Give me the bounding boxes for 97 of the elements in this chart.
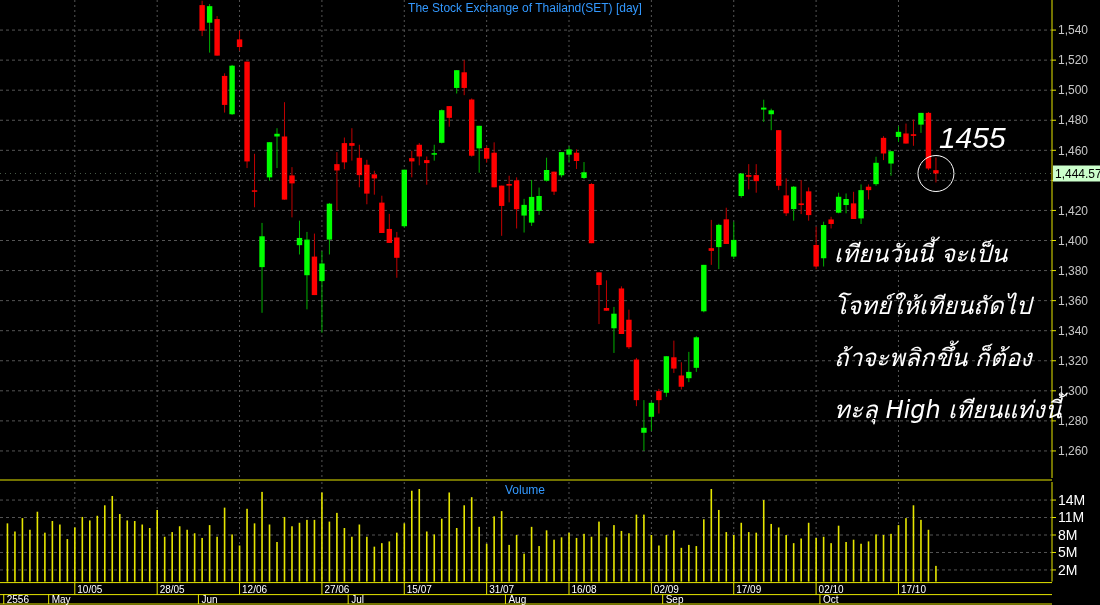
y-tick-label: 1,520: [1058, 53, 1089, 68]
x-tick-label: 17/09: [736, 583, 762, 595]
x-tick-label: 31/07: [489, 583, 515, 595]
x-tick-label: 16/08: [571, 583, 597, 595]
text: Jul: [351, 594, 364, 605]
candlestick: [903, 123, 909, 145]
candlestick: [813, 226, 819, 270]
candlestick: [454, 69, 460, 94]
chart-title: Volume: [504, 483, 546, 497]
y-tick-label: 1,480: [1058, 113, 1089, 128]
candlestick: [289, 166, 295, 218]
candlestick: [356, 144, 363, 188]
candlestick: [850, 191, 857, 220]
text: Oct: [822, 594, 839, 605]
candlestick: [790, 185, 797, 222]
candlestick: [738, 172, 744, 199]
candlestick: [933, 157, 939, 183]
y-tick-label: 1,260: [1058, 444, 1089, 459]
y-tick-label: 8M: [1058, 526, 1078, 543]
candlestick: [641, 399, 647, 452]
y-tick-label: 1,460: [1058, 143, 1089, 158]
candlestick: [206, 3, 213, 54]
candlestick: [498, 185, 505, 237]
candlestick: [596, 271, 602, 325]
candlestick: [461, 59, 467, 96]
candlestick: [349, 127, 355, 162]
candlestick: [394, 231, 400, 279]
candlestick: [476, 125, 482, 174]
candlestick: [761, 99, 767, 123]
y-tick-label: 11M: [1058, 509, 1085, 526]
candlestick: [543, 157, 550, 183]
annotation: โจทย์ให้เทียนถัดไป: [834, 292, 1035, 320]
candlestick: [371, 170, 378, 196]
y-tick-label: 1,360: [1058, 293, 1089, 308]
candlestick: [686, 351, 692, 383]
candlestick: [873, 156, 879, 187]
candlestick: [521, 198, 527, 234]
candlestick: [506, 175, 512, 203]
candlestick: [753, 163, 759, 194]
y-tick-label: 1,400: [1058, 233, 1089, 248]
annotation: ถ้าจะพลิกขึ้น ก็ต้อง: [834, 340, 1034, 372]
x-tick-label: 10/05: [77, 583, 103, 595]
y-tick-label: 14M: [1058, 491, 1086, 508]
candlestick: [558, 151, 565, 178]
annotation: เทียนวันนี้ จะเป็น: [834, 236, 1008, 268]
y-tick-label: 1,320: [1058, 353, 1089, 368]
candlestick: [334, 151, 340, 212]
candlestick: [581, 161, 587, 180]
candlestick: [251, 153, 258, 208]
x-tick-label: 02/09: [653, 583, 680, 595]
candlestick: [843, 192, 849, 214]
x-tick-label: 27/06: [324, 583, 350, 595]
candlestick: [783, 177, 789, 217]
x-tick-label: 28/05: [159, 583, 186, 595]
text: Aug: [508, 594, 527, 605]
y-tick-label: 1,540: [1058, 23, 1089, 38]
y-tick-label: 1,420: [1058, 203, 1089, 218]
text: Jun: [201, 594, 218, 605]
candlestick: [910, 119, 917, 147]
x-tick-label: 15/07: [406, 583, 433, 595]
candlestick: [446, 105, 452, 128]
candlestick: [746, 163, 752, 190]
x-tick-label: 12/06: [242, 583, 268, 595]
candlestick: [296, 220, 303, 255]
y-tick-label: 1,340: [1058, 323, 1089, 338]
text: Sep: [665, 594, 684, 605]
candlestick: [236, 30, 243, 52]
candlestick: [888, 150, 894, 177]
y-tick-label: 5M: [1058, 544, 1078, 561]
candlestick: [656, 388, 662, 415]
y-tick-label: 1,380: [1058, 263, 1089, 278]
candlestick: [566, 145, 572, 164]
candlestick: [678, 361, 685, 390]
candlestick: [536, 187, 542, 216]
candlestick: [424, 155, 430, 186]
y-tick-label: 1,500: [1058, 83, 1089, 98]
y-tick-label: 2M: [1058, 561, 1078, 578]
candlestick: [716, 223, 722, 270]
candlestick: [386, 213, 393, 244]
candlestick: [731, 221, 737, 260]
candlestick: [805, 186, 812, 222]
candlestick: [768, 108, 774, 131]
candlestick: [319, 250, 325, 334]
candlestick: [603, 279, 610, 312]
candlestick: [828, 216, 834, 229]
text: 2556: [6, 594, 30, 605]
candlestick: [708, 219, 714, 266]
candlestick: [611, 306, 617, 354]
x-tick-label: 02/10: [818, 583, 845, 595]
x-tick-label: 17/10: [900, 583, 927, 595]
candlestick: [798, 179, 804, 215]
candlestick: [671, 340, 677, 374]
candlestick: [341, 137, 348, 170]
annotation: 1455: [938, 121, 1006, 154]
chart-title: The Stock Exchange of Thailand(SET) [day]: [408, 1, 642, 15]
text: May: [51, 594, 71, 605]
candlestick: [648, 401, 655, 432]
